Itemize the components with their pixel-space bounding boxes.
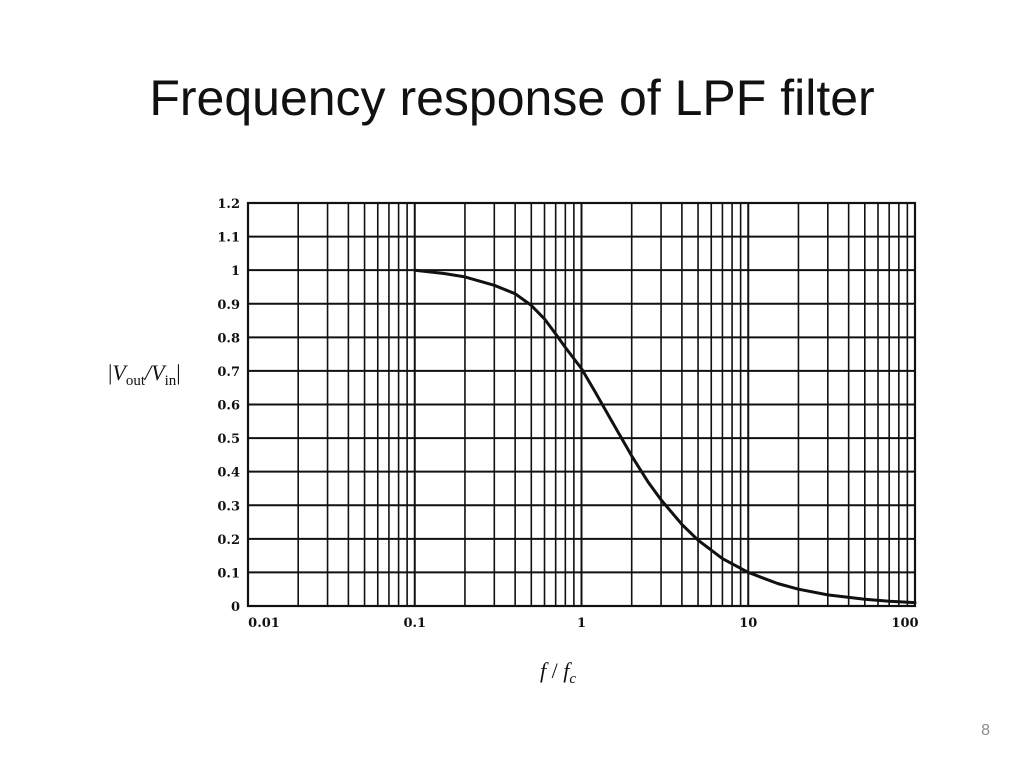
y-tick-label: 0 bbox=[231, 600, 240, 615]
x-axis-label: f / fc bbox=[540, 658, 576, 687]
y-tick-label: 1.1 bbox=[217, 231, 240, 246]
x-tick-label: 100 bbox=[891, 616, 918, 631]
x-tick-labels: 0.01 0.1 1 10 100 bbox=[248, 616, 918, 631]
y-tick-label: 0.8 bbox=[217, 331, 240, 346]
y-tick-label: 0.2 bbox=[217, 533, 240, 548]
y-tick-label: 0.7 bbox=[217, 365, 240, 380]
x-tick-label: 1 bbox=[577, 616, 586, 631]
response-curve bbox=[413, 268, 917, 605]
y-axis-label: |Vout/Vin| bbox=[108, 360, 181, 389]
y-tick-labels: 0 0.1 0.2 0.3 0.4 0.5 0.6 0.7 0.8 0.9 1 1.1 1.2 bbox=[217, 197, 240, 615]
x-tick-label: 0.01 bbox=[248, 616, 280, 631]
y-tick-label: 1 bbox=[231, 264, 240, 279]
y-tick-label: 0.4 bbox=[217, 466, 240, 481]
y-tick-label: 1.2 bbox=[217, 197, 240, 212]
y-tick-label: 0.1 bbox=[217, 566, 240, 581]
page-number: 8 bbox=[981, 722, 990, 739]
x-tick-label: 10 bbox=[739, 616, 757, 631]
plot-frame bbox=[246, 201, 917, 608]
y-tick-label: 0.6 bbox=[217, 399, 240, 414]
y-tick-label: 0.3 bbox=[217, 499, 240, 514]
x-tick-label: 0.1 bbox=[403, 616, 426, 631]
y-tick-label: 0.5 bbox=[217, 432, 240, 447]
slide-title: Frequency response of LPF filter bbox=[149, 70, 875, 126]
y-tick-label: 0.9 bbox=[217, 298, 240, 313]
